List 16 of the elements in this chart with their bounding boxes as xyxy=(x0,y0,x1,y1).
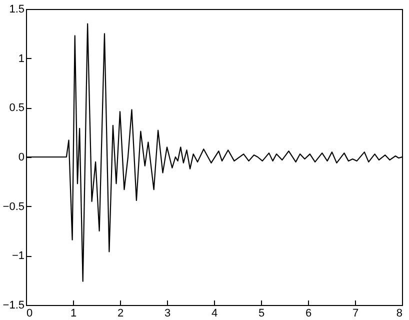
y-tick-label: 1 xyxy=(18,52,24,65)
y-tick-label: −0.5 xyxy=(2,200,24,213)
y-tick-label: −1 xyxy=(12,250,24,262)
x-tick-label: 8 xyxy=(396,308,402,320)
y-tick-label: 0.5 xyxy=(9,102,24,114)
x-tick-label: 0 xyxy=(26,308,33,320)
x-tick-label: 4 xyxy=(211,308,218,320)
x-tick-label: 1 xyxy=(70,308,77,320)
x-tick-label: 2 xyxy=(117,308,124,320)
y-tick-label: −1.5 xyxy=(2,300,24,312)
y-tick-label: 0 xyxy=(18,152,24,164)
x-tick-label: 6 xyxy=(305,308,312,320)
x-tick-label: 5 xyxy=(258,308,265,320)
x-tick-label: 3 xyxy=(164,308,171,320)
y-tick-label: 1.5 xyxy=(9,4,24,16)
x-tick-label: 7 xyxy=(352,308,359,320)
